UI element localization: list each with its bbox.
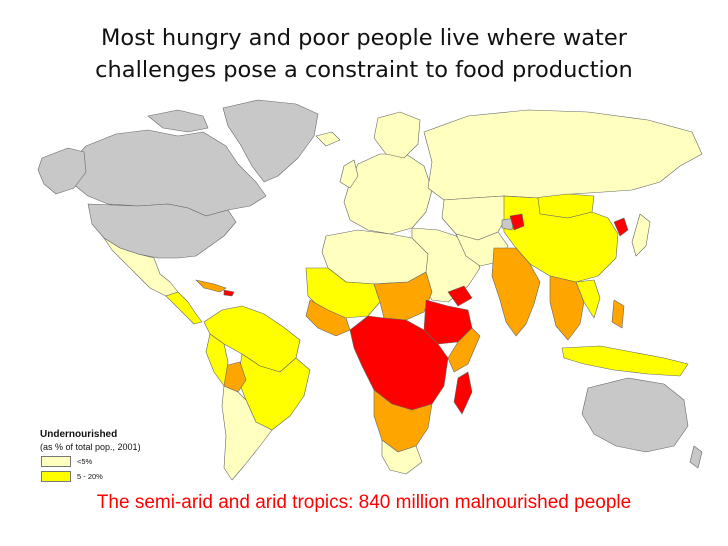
legend: Undernourished (as % of total pop., 2001… — [40, 428, 190, 483]
scandinavia-region — [373, 111, 421, 159]
europe-region — [343, 153, 433, 235]
alaska-region — [37, 147, 87, 195]
central-africa-region — [349, 315, 449, 411]
slide-title: Most hungry and poor people live where w… — [0, 22, 728, 86]
new-zealand-region — [689, 445, 703, 469]
title-line-1: Most hungry and poor people live where w… — [101, 25, 627, 51]
indochina-region — [575, 279, 601, 319]
himalaya-region — [509, 213, 525, 231]
indonesia-region — [561, 345, 689, 377]
central-america-region — [165, 291, 203, 325]
british-isles-region — [339, 159, 359, 189]
slide-caption: The semi-arid and arid tropics: 840 mill… — [96, 492, 632, 513]
legend-swatch — [41, 456, 71, 467]
canada-region — [67, 129, 267, 217]
iceland-region — [315, 131, 341, 147]
greenland-region — [222, 99, 319, 183]
brazil-region — [237, 353, 311, 431]
mongol-nodata-region — [501, 217, 515, 231]
southern-africa-region — [373, 389, 433, 453]
legend-item: <5% — [40, 455, 190, 468]
legend-item-label: <5% — [77, 457, 93, 466]
philippines-region — [611, 299, 625, 329]
south-africa-region — [381, 439, 423, 475]
legend-item: 5 - 20% — [40, 470, 190, 483]
legend-title: Undernourished — [40, 429, 118, 440]
west-africa-region — [305, 299, 351, 337]
southern-cone-region — [221, 385, 273, 481]
russia-region — [423, 109, 703, 201]
australia-region — [581, 377, 689, 453]
canada-islands-region — [147, 109, 209, 133]
legend-subtitle: (as % of total pop., 2001) — [40, 442, 141, 452]
sudan-region — [373, 271, 433, 321]
title-line-2: challenges pose a constraint to food pro… — [95, 57, 633, 83]
caribbean-region — [195, 279, 227, 293]
legend-item-label: 5 - 20% — [77, 472, 103, 481]
world-map — [37, 99, 703, 481]
north-korea-region — [613, 217, 629, 237]
madagascar-region — [453, 371, 473, 415]
south-asia-region — [491, 247, 541, 337]
japan-region — [631, 213, 651, 257]
legend-swatch — [41, 471, 71, 482]
caribbean-east-region — [223, 289, 235, 297]
yemen-region — [447, 285, 473, 307]
